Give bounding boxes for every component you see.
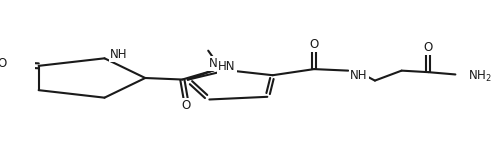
Text: O: O: [424, 41, 433, 54]
Text: NH: NH: [110, 48, 127, 61]
Text: HN: HN: [218, 60, 236, 73]
Text: N: N: [209, 57, 218, 70]
Text: O: O: [310, 38, 319, 51]
Text: O: O: [0, 57, 6, 70]
Text: NH$_2$: NH$_2$: [468, 68, 493, 84]
Text: O: O: [181, 99, 190, 112]
Text: NH: NH: [350, 69, 368, 82]
